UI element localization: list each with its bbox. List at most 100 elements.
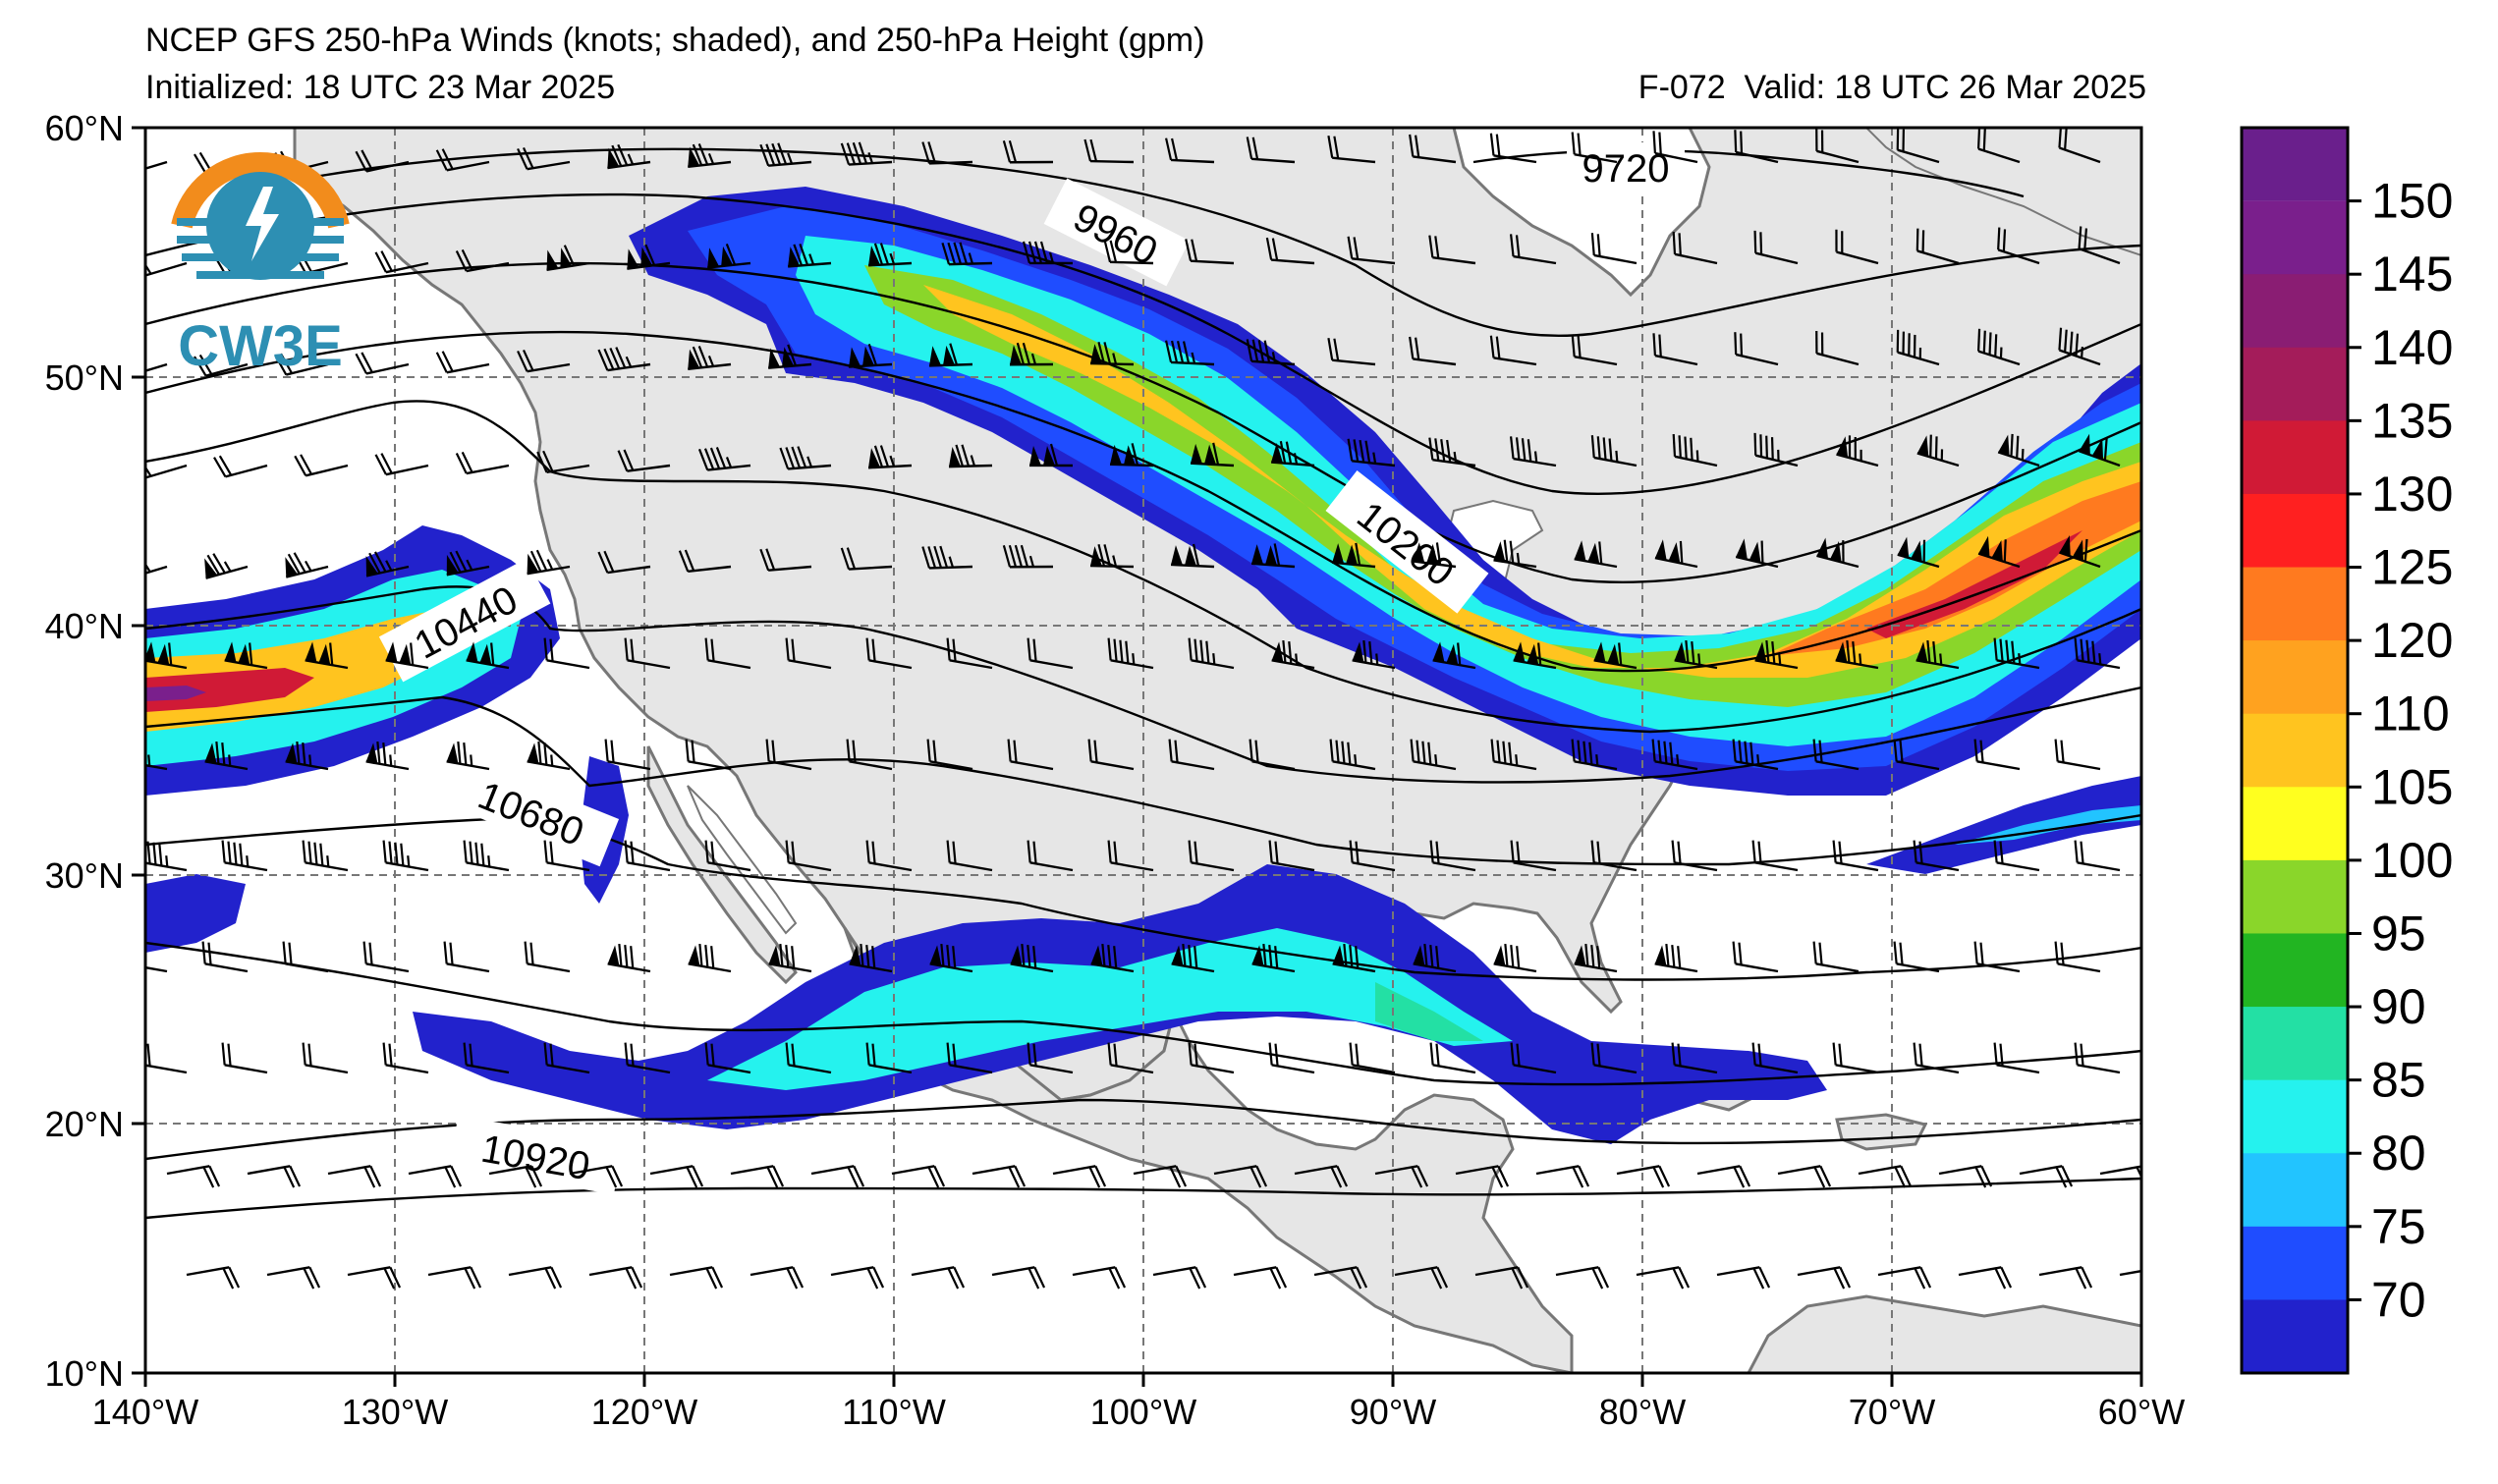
wind-barb (921, 545, 973, 570)
wind-barb (145, 253, 188, 277)
wind-barb (2079, 433, 2121, 467)
contour-label-bg (449, 1115, 623, 1195)
wind-barb (1877, 1266, 1932, 1290)
wind-barb (508, 1266, 563, 1290)
wind-barb (1152, 1266, 1207, 1290)
jet-pacific-150kt (145, 686, 206, 701)
wind-barb (607, 143, 651, 170)
wind-barb (224, 641, 268, 670)
colorbar-band (2242, 200, 2348, 275)
wind-barb (1474, 1266, 1529, 1290)
wind-barb (166, 1165, 221, 1188)
hispaniola-island (1835, 1113, 1928, 1151)
colorbar-band (2242, 1079, 2348, 1154)
wind-barb (1732, 739, 1779, 771)
wind-barb (1913, 840, 1960, 872)
wind-barb (274, 353, 329, 376)
wind-barb (1072, 1266, 1127, 1290)
wind-barb (1028, 443, 1074, 467)
colorbar-label: 75 (2371, 1199, 2426, 1254)
wind-barb (1103, 240, 1154, 265)
wind-barb (649, 1165, 704, 1188)
colorbar-label: 90 (2371, 979, 2426, 1034)
wind-barb (1027, 637, 1074, 670)
wind-barb (517, 146, 571, 171)
wind-barb (1428, 235, 1476, 265)
wind-barb (1616, 1165, 1671, 1188)
wind-barb (1832, 840, 1879, 872)
wind-barb (1394, 1266, 1449, 1290)
wind-barb (1812, 941, 1860, 973)
colorbar-label: 70 (2371, 1272, 2426, 1327)
map-title: NCEP GFS 250-hPa Winds (knots; shaded), … (145, 22, 1205, 59)
wind-barb (463, 840, 510, 872)
contour-10320 (145, 400, 2141, 734)
wind-barb (385, 641, 429, 670)
wind-barb (145, 1043, 188, 1074)
wind-barb (1455, 1165, 1510, 1188)
lon-label: 110°W (842, 1392, 946, 1432)
wind-barb (627, 244, 671, 270)
jet-atlantic-85kt (1955, 805, 2141, 845)
wind-barb (840, 547, 893, 571)
lon-label: 100°W (1090, 1392, 1196, 1432)
contour-11040 (145, 1177, 2141, 1220)
contour-10440 (145, 585, 2141, 784)
wind-barb (1651, 739, 1698, 771)
wind-barb (1636, 1266, 1691, 1290)
wind-barb (1513, 641, 1557, 670)
jet-north-135kt (1866, 530, 2082, 638)
wind-barb (1571, 334, 1618, 366)
wind-barb (1832, 1042, 1879, 1074)
lon-label: 70°W (1849, 1392, 1935, 1432)
wind-barb (2074, 637, 2121, 670)
wind-barb (1510, 840, 1557, 872)
longitude-labels: 140°W 130°W 120°W 110°W 100°W 90°W 80°W … (92, 1392, 2185, 1432)
lat-label: 10°N (45, 1353, 124, 1394)
wind-barb (1493, 539, 1537, 569)
colorbar-label: 95 (2371, 906, 2426, 961)
wind-barb (1489, 133, 1537, 164)
wind-barb (704, 637, 751, 670)
wind-barb (2078, 226, 2121, 265)
cw3e-logo: CW3E (171, 152, 350, 378)
wind-barb (704, 1042, 751, 1074)
wind-barb (488, 1165, 543, 1188)
colorbar-label: 80 (2371, 1126, 2426, 1181)
wind-barb (785, 637, 832, 670)
wind-barb (1734, 130, 1779, 164)
contour-10200 (145, 330, 2141, 673)
wind-barb (285, 552, 329, 578)
wind-barb (1993, 1042, 2040, 1074)
wind-barb (1993, 840, 2040, 872)
wind-barb (446, 550, 490, 577)
wind-barb (785, 1042, 832, 1074)
wind-barb (867, 243, 913, 267)
colorbar-label: 140 (2371, 320, 2453, 375)
wind-barb (749, 1266, 805, 1290)
colorbar-band (2242, 787, 2348, 861)
wind-barb (543, 840, 590, 872)
wind-barb (204, 553, 249, 579)
wind-barb (1329, 739, 1376, 771)
wind-barb (443, 941, 490, 973)
wind-barb (1938, 1165, 1993, 1188)
wind-barb (305, 641, 349, 670)
colorbar-label: 135 (2371, 393, 2453, 448)
wind-barb (1027, 1042, 1074, 1074)
contour-label-bg (378, 558, 551, 683)
wind-barb (2054, 941, 2101, 973)
wind-barb (362, 941, 410, 973)
wind-barb (597, 347, 651, 372)
wind-barb (1696, 1165, 1751, 1188)
wind-barb (1815, 331, 1860, 366)
wind-barb (1170, 543, 1215, 569)
wind-barb (1753, 230, 1799, 265)
wind-barb (294, 454, 349, 477)
logo-wave (196, 271, 324, 279)
wind-barb (524, 941, 571, 973)
wind-barb (991, 1266, 1046, 1290)
wind-barb (607, 943, 651, 973)
wind-barb (971, 1165, 1027, 1188)
